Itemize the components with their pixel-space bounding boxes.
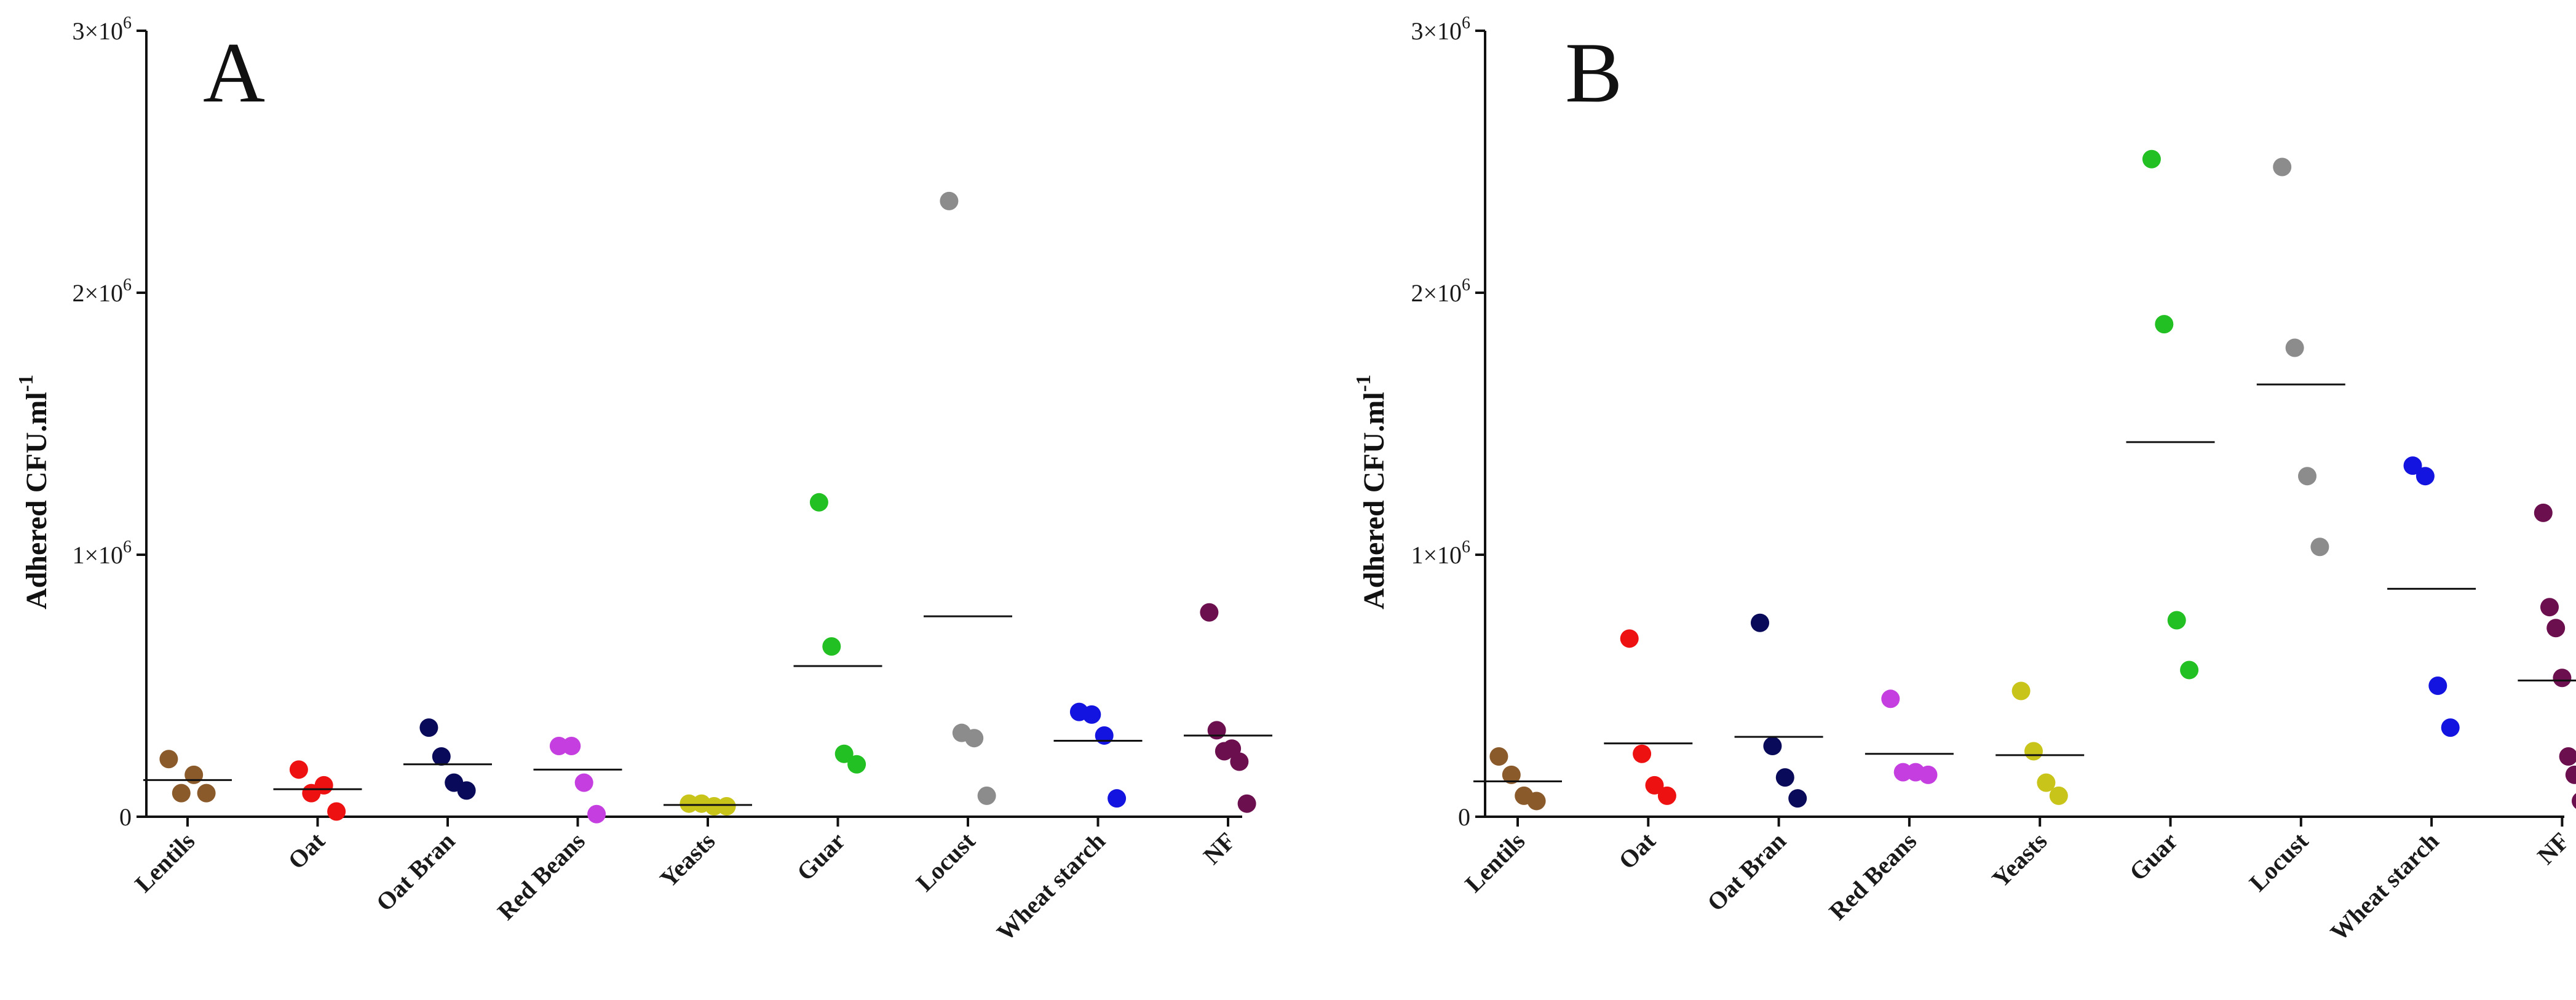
data-point — [1095, 726, 1114, 745]
data-point — [1751, 613, 1769, 632]
data-point — [717, 796, 736, 815]
data-point — [1788, 789, 1807, 808]
x-tick-label: Wheat starch — [991, 827, 1111, 946]
data-point — [1919, 765, 1938, 784]
data-point — [2565, 765, 2576, 784]
data-point — [159, 750, 178, 769]
data-point — [1108, 789, 1127, 808]
data-point — [2049, 786, 2068, 805]
data-point — [1881, 689, 1900, 708]
y-axis-title: Adhered CFU.ml-1 — [1352, 375, 1390, 609]
x-tick-label: Oat — [282, 827, 330, 875]
x-tick-label: Yeasts — [654, 827, 720, 893]
panel-a: 0 1×106 2×106 3×106 Adhered CFU.ml-1 A Lentils… — [15, 14, 1272, 946]
data-point — [562, 736, 581, 755]
data-point — [1527, 792, 1546, 811]
data-point — [2167, 611, 2186, 630]
x-tick-label: Oat — [1613, 827, 1661, 875]
x-tick-label: Red Beans — [1823, 827, 1922, 926]
data-point — [172, 784, 191, 803]
data-point — [847, 755, 866, 774]
data-point — [2540, 598, 2559, 617]
data-point — [965, 729, 984, 748]
data-point — [1633, 744, 1652, 763]
y-tick-label: 1×106 — [72, 538, 132, 569]
data-point — [2415, 467, 2435, 486]
data-point — [1657, 786, 1676, 805]
data-point — [1763, 736, 1782, 755]
data-point — [289, 760, 308, 779]
data-point — [2011, 681, 2031, 700]
x-tick-label: Locust — [911, 827, 981, 897]
data-point — [2546, 619, 2566, 638]
y-axis-title: Adhered CFU.ml-1 — [15, 375, 53, 609]
y-tick-label: 0 — [119, 803, 132, 831]
data-point — [327, 802, 346, 821]
data-point — [834, 744, 854, 763]
data-point — [2403, 456, 2422, 475]
y-tick-label: 0 — [1458, 803, 1470, 831]
x-tick-label: NF — [1198, 827, 1241, 870]
x-tick-label: Yeasts — [1986, 827, 2052, 893]
y-tick-label: 2×106 — [72, 276, 132, 307]
data-point — [574, 773, 593, 792]
data-point — [2273, 157, 2292, 177]
data-point — [1645, 776, 1664, 795]
y-tick-label: 2×106 — [1411, 276, 1470, 307]
data-point — [2310, 538, 2329, 557]
x-tick-label: Oat Bran — [1702, 827, 1791, 917]
data-point — [2298, 467, 2316, 486]
x-tick-label: Wheat starch — [2325, 827, 2444, 946]
data-point — [2180, 661, 2199, 680]
x-tick-label: Oat Bran — [371, 827, 461, 917]
y-tick-label: 1×106 — [1411, 538, 1470, 569]
data-point — [1200, 603, 1219, 622]
x-tick-label: Red Beans — [492, 827, 590, 926]
data-point — [1230, 752, 1249, 771]
panel-letter: A — [203, 25, 265, 121]
data-point — [940, 191, 959, 210]
x-tick-label: Guar — [2124, 827, 2183, 886]
y-tick-label: 3×106 — [72, 14, 132, 45]
data-point — [1207, 721, 1226, 740]
y-tick-label: 3×106 — [1411, 14, 1470, 45]
x-tick-label: Lentils — [129, 827, 200, 898]
data-point — [2428, 677, 2447, 695]
x-tick-label: Guar — [791, 827, 850, 886]
data-point — [822, 637, 841, 656]
x-tick-label: Locust — [2244, 827, 2314, 897]
data-point — [2572, 793, 2576, 809]
data-point — [419, 718, 438, 737]
data-point — [2441, 718, 2460, 737]
panel-b: 0 1×106 2×106 3×106 Adhered CFU.ml-1 B Lentils… — [1352, 14, 2576, 946]
data-point — [1775, 768, 1794, 787]
data-point — [1237, 794, 1256, 813]
data-point — [432, 747, 451, 766]
x-tick-label: Lentils — [1459, 827, 1530, 898]
data-point — [184, 765, 204, 784]
data-point — [2037, 773, 2056, 792]
data-point — [587, 804, 606, 823]
data-point — [1620, 629, 1639, 648]
data-point — [197, 784, 216, 803]
data-point — [457, 781, 476, 800]
data-point — [2024, 742, 2043, 761]
data-point — [1502, 765, 1521, 784]
data-point — [314, 776, 333, 795]
data-point — [2285, 338, 2304, 357]
data-point — [2553, 669, 2572, 688]
data-point — [977, 786, 996, 805]
x-tick-label: NF — [2532, 827, 2575, 870]
data-point — [2559, 747, 2576, 766]
data-point — [1489, 747, 1508, 766]
data-point — [809, 493, 828, 512]
data-point — [2155, 315, 2174, 334]
panel-letter: B — [1565, 25, 1622, 121]
data-point — [2142, 149, 2161, 169]
data-point — [1082, 705, 1101, 724]
data-point — [2534, 503, 2553, 522]
